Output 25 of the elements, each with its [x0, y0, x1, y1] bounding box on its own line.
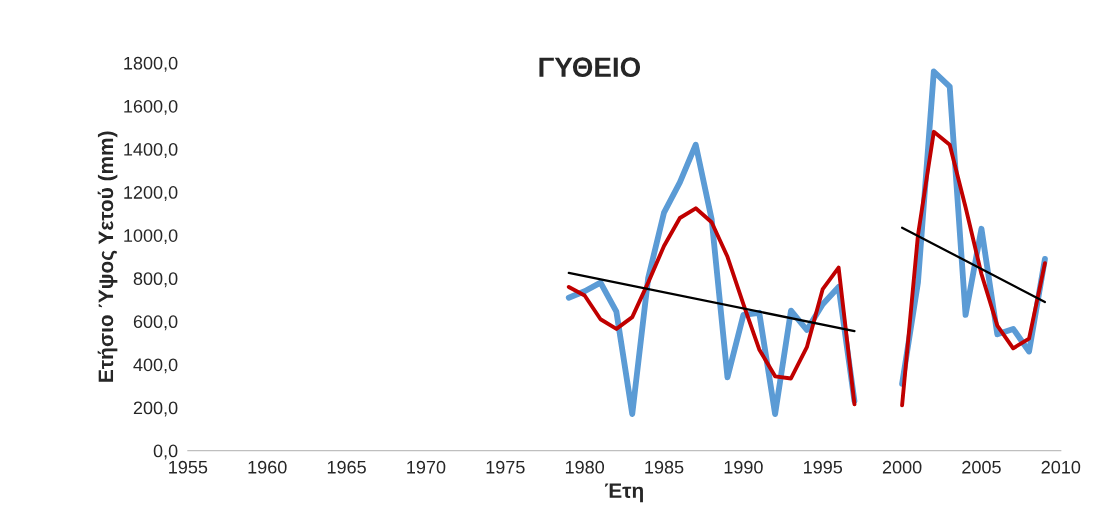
- x-tick-label: 1990: [724, 460, 763, 474]
- y-tick-label: 200,0: [133, 401, 178, 417]
- y-tick-label: 1800,0: [124, 56, 178, 72]
- y-tick-label: 400,0: [133, 358, 178, 374]
- y-tick-label: 0,0: [153, 444, 178, 460]
- x-tick-label: 2005: [962, 460, 1001, 474]
- y-axis-title: Ετήσιο Ύψος Υετού (mm): [97, 131, 118, 382]
- chart-title: ΓΥΘΕΙΟ: [539, 57, 641, 78]
- y-tick-label: 1000,0: [124, 229, 178, 245]
- y-tick-label: 800,0: [133, 272, 178, 288]
- x-tick-label: 2010: [1041, 460, 1081, 474]
- y-tick-label: 1400,0: [124, 142, 178, 158]
- x-tick-label: 1970: [407, 460, 446, 474]
- y-tick-label: 1200,0: [124, 186, 178, 201]
- x-axis-title: Έτη: [604, 483, 643, 503]
- x-tick-label: 2000: [882, 460, 922, 474]
- x-tick-label: 1995: [804, 460, 843, 474]
- y-tick-label: 1600,0: [124, 99, 178, 115]
- x-tick-label: 1980: [565, 460, 605, 474]
- x-tick-label: 1960: [248, 460, 287, 474]
- x-tick-label: 1985: [645, 460, 684, 474]
- x-tick-label: 1975: [486, 460, 525, 474]
- x-tick-label: 1955: [169, 460, 208, 474]
- y-tick-label: 600,0: [133, 315, 178, 331]
- x-tick-label: 1965: [327, 460, 366, 474]
